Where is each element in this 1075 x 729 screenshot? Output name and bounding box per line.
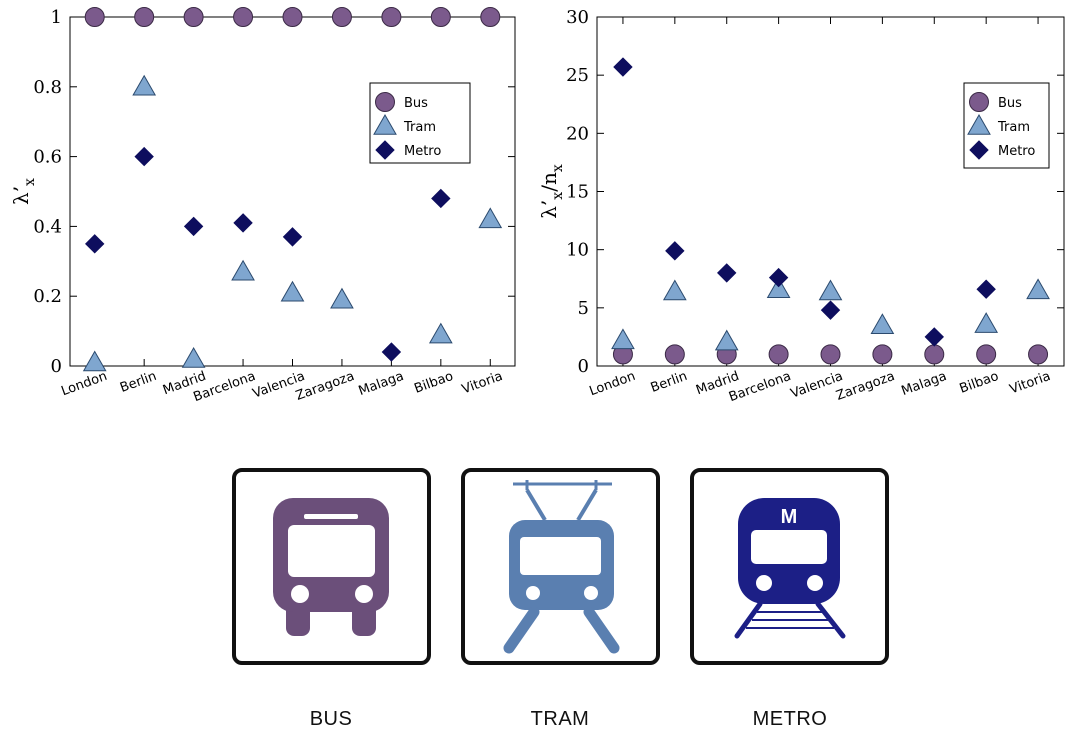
legend-marker-metro xyxy=(969,140,989,160)
metro-label: METRO xyxy=(753,708,828,729)
point-metro xyxy=(924,327,944,347)
point-tram xyxy=(662,279,687,301)
legend-marker-tram xyxy=(373,113,397,135)
point-bus xyxy=(976,344,997,365)
legend-label: Tram xyxy=(403,120,436,135)
point-tram xyxy=(870,313,895,335)
point-bus xyxy=(480,7,501,27)
tram-label: TRAM xyxy=(531,708,590,729)
y-tick-label: 10 xyxy=(566,240,589,261)
y-tick-label: 5 xyxy=(578,298,589,319)
point-tram xyxy=(330,287,354,309)
plot-frame xyxy=(69,16,516,367)
x-tick-label: Bilbao xyxy=(958,369,1001,397)
bus-icon xyxy=(273,498,389,636)
metro-icon-panel: M METRO xyxy=(690,468,889,729)
point-tram xyxy=(1026,278,1050,300)
legend-label: Metro xyxy=(404,144,441,159)
y-tick-label: 0.8 xyxy=(33,77,62,98)
legend-marker-tram xyxy=(967,113,991,135)
point-bus xyxy=(872,344,893,365)
legend-marker-bus xyxy=(969,92,989,112)
y-tick-label: 0 xyxy=(578,356,589,377)
legend-label: Bus xyxy=(404,96,428,111)
tram-icon-panel: TRAM xyxy=(461,468,660,729)
point-bus xyxy=(331,7,352,27)
point-bus xyxy=(924,344,945,365)
bus-label: BUS xyxy=(310,708,353,729)
y-tick-label: 1 xyxy=(51,7,62,28)
point-metro xyxy=(976,279,996,299)
bus-icon-panel: BUS xyxy=(232,468,431,729)
point-metro xyxy=(665,241,685,261)
x-tick-label: Vitoria xyxy=(1008,369,1053,398)
point-metro xyxy=(768,267,789,288)
point-bus xyxy=(282,7,303,27)
legend-label: Tram xyxy=(997,120,1030,135)
point-metro xyxy=(233,213,253,233)
y-tick-label: 0.6 xyxy=(33,147,62,168)
x-tick-label: Malaga xyxy=(900,369,949,399)
x-tick-label: Berlin xyxy=(118,369,159,396)
point-tram xyxy=(82,350,107,372)
legend-marker-metro xyxy=(375,140,395,160)
point-bus xyxy=(183,7,204,27)
point-metro xyxy=(134,146,154,167)
x-tick-label: Vitoria xyxy=(460,369,505,398)
metro-icon xyxy=(734,498,846,639)
point-bus xyxy=(381,7,402,27)
legend-marker-bus xyxy=(375,92,395,112)
y-tick-label: 20 xyxy=(566,123,589,144)
point-tram xyxy=(132,74,157,96)
point-metro xyxy=(431,188,451,209)
point-bus xyxy=(134,7,155,27)
y-tick-label: 0.4 xyxy=(33,216,62,237)
tram-icon xyxy=(503,480,620,654)
point-tram xyxy=(611,328,635,350)
x-tick-label: Malaga xyxy=(357,369,406,399)
point-metro xyxy=(717,263,737,283)
point-tram xyxy=(766,277,791,298)
point-bus xyxy=(84,7,105,27)
point-bus xyxy=(430,7,451,27)
point-bus xyxy=(768,344,789,365)
point-tram xyxy=(478,207,503,229)
point-metro xyxy=(85,234,105,254)
point-bus xyxy=(1028,344,1049,365)
point-tram xyxy=(428,322,453,344)
y-axis-title: λ’x xyxy=(9,178,38,205)
x-tick-label: Berlin xyxy=(649,369,690,396)
x-tick-label: London xyxy=(59,369,109,399)
metro-badge: M xyxy=(781,506,798,528)
x-tick-label: London xyxy=(588,369,638,399)
point-tram xyxy=(231,259,255,281)
point-metro xyxy=(820,300,841,320)
point-tram xyxy=(280,280,305,302)
x-tick-label: Bilbao xyxy=(412,369,455,397)
point-bus xyxy=(664,344,685,365)
point-bus xyxy=(820,344,841,365)
point-metro xyxy=(282,227,303,247)
legend-label: Bus xyxy=(998,96,1022,111)
point-metro xyxy=(381,342,402,362)
point-tram xyxy=(818,279,843,301)
legend-label: Metro xyxy=(998,144,1035,159)
point-bus xyxy=(233,7,254,27)
y-tick-label: 25 xyxy=(566,65,589,86)
y-tick-label: 15 xyxy=(566,182,589,203)
y-tick-label: 0 xyxy=(51,356,62,377)
point-tram xyxy=(714,329,739,351)
y-tick-label: 30 xyxy=(566,7,589,28)
y-tick-label: 0.2 xyxy=(33,286,62,307)
point-tram xyxy=(974,312,999,333)
x-tick-label: Zaragoza xyxy=(834,369,897,404)
point-metro xyxy=(183,216,204,237)
y-axis-title: λ’x/nx xyxy=(537,164,566,219)
point-tram xyxy=(181,347,206,368)
point-metro xyxy=(613,57,633,77)
